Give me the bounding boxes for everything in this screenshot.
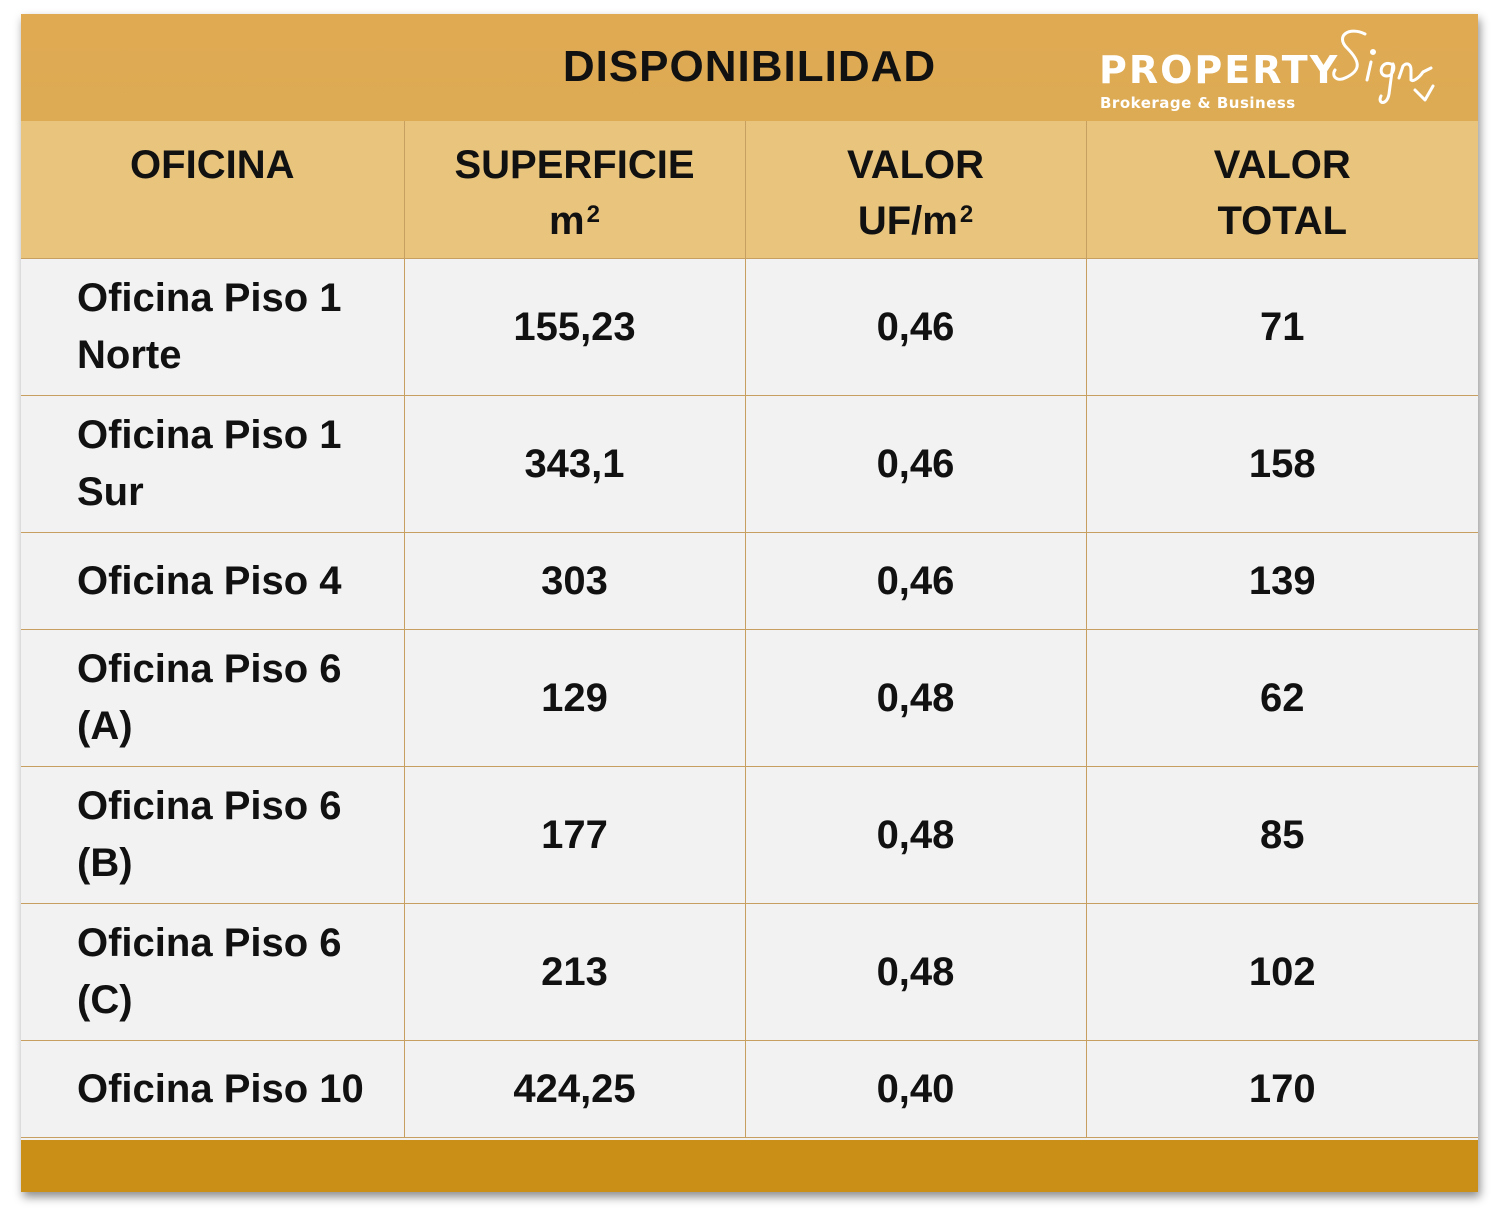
table-row: Oficina Piso 6 (C) 213 0,48 102 (21, 903, 1478, 1041)
uf-per-m2-cell: 0,46 (745, 532, 1087, 630)
logo-wordmark: PROPERTY (1099, 48, 1340, 92)
uf-per-m2-cell: 0,46 (745, 395, 1087, 533)
uf-per-m2-cell: 0,48 (745, 629, 1087, 767)
office-name-cell: Oficina Piso 4 (21, 532, 405, 630)
table-row: Oficina Piso 6 (B) 177 0,48 85 (21, 766, 1478, 904)
surface-cell: 155,23 (404, 258, 746, 396)
availability-card: DISPONIBILIDAD PROPERTY Brokerage & Busi… (21, 14, 1478, 1192)
header-row: OFICINA SUPERFICIE m2 VALOR UF/m2 (21, 121, 1478, 259)
footer-bar (21, 1140, 1478, 1192)
table-row: Oficina Piso 10 424,25 0,40 170 (21, 1040, 1478, 1138)
total-value-cell: 139 (1086, 532, 1478, 630)
surface-cell: 129 (404, 629, 746, 767)
total-value-cell: 158 (1086, 395, 1478, 533)
total-value-cell: 170 (1086, 1040, 1478, 1138)
office-name-cell: Oficina Piso 6 (A) (21, 629, 405, 767)
office-name-cell: Oficina Piso 10 (21, 1040, 405, 1138)
table-row: Oficina Piso 1 Norte 155,23 0,46 71 (21, 258, 1478, 396)
table-row: Oficina Piso 6 (A) 129 0,48 62 (21, 629, 1478, 767)
office-name-cell: Oficina Piso 1 Norte (21, 258, 405, 396)
page-title: DISPONIBILIDAD (562, 42, 937, 91)
office-name-cell: Oficina Piso 6 (B) (21, 766, 405, 904)
surface-cell: 177 (404, 766, 746, 904)
surface-cell: 343,1 (404, 395, 746, 533)
uf-per-m2-cell: 0,48 (745, 766, 1087, 904)
office-name-cell: Oficina Piso 6 (C) (21, 903, 405, 1041)
surface-cell: 424,25 (404, 1040, 746, 1138)
uf-per-m2-cell: 0,46 (745, 258, 1087, 396)
logo-tagline: Brokerage & Business (1100, 94, 1296, 112)
title-bar: DISPONIBILIDAD PROPERTY Brokerage & Busi… (21, 14, 1478, 122)
column-header-valor-uf-m2: VALOR UF/m2 (745, 121, 1087, 259)
logo-sign-script (1332, 29, 1435, 104)
column-header-valor-total: VALOR TOTAL (1086, 121, 1478, 259)
total-value-cell: 71 (1086, 258, 1478, 396)
uf-per-m2-cell: 0,40 (745, 1040, 1087, 1138)
availability-table: OFICINA SUPERFICIE m2 VALOR UF/m2 (21, 121, 1478, 1138)
total-value-cell: 62 (1086, 629, 1478, 767)
uf-per-m2-cell: 0,48 (745, 903, 1087, 1041)
table-row: Oficina Piso 1 Sur 343,1 0,46 158 (21, 395, 1478, 533)
surface-cell: 213 (404, 903, 746, 1041)
column-header-oficina: OFICINA (21, 121, 405, 259)
table-row: Oficina Piso 4 303 0,46 139 (21, 532, 1478, 630)
surface-cell: 303 (404, 532, 746, 630)
total-value-cell: 102 (1086, 903, 1478, 1041)
total-value-cell: 85 (1086, 766, 1478, 904)
property-sign-logo: PROPERTY Brokerage & Business (1099, 29, 1439, 114)
office-name-cell: Oficina Piso 1 Sur (21, 395, 405, 533)
column-header-superficie: SUPERFICIE m2 (404, 121, 746, 259)
